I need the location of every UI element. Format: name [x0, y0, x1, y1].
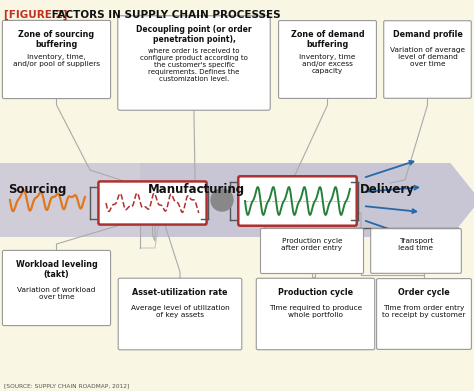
Text: Time from order entry
to receipt by customer: Time from order entry to receipt by cust… [382, 305, 466, 318]
Text: Zone of sourcing
buffering: Zone of sourcing buffering [18, 30, 94, 49]
FancyBboxPatch shape [118, 278, 242, 350]
Text: [FIGURE 2]: [FIGURE 2] [4, 10, 67, 20]
Text: FACTORS IN SUPPLY CHAIN PROCESSES: FACTORS IN SUPPLY CHAIN PROCESSES [48, 10, 281, 20]
Text: Variation of average
level of demand
over time: Variation of average level of demand ove… [390, 47, 465, 67]
FancyBboxPatch shape [238, 176, 357, 226]
Text: Asset-utilization rate: Asset-utilization rate [132, 288, 228, 297]
Text: [SOURCE: SUPPLY CHAIN ROADMAP, 2012]: [SOURCE: SUPPLY CHAIN ROADMAP, 2012] [4, 383, 129, 388]
Text: Demand profile: Demand profile [392, 30, 463, 39]
Polygon shape [140, 163, 330, 237]
Text: Variation of workload
over time: Variation of workload over time [18, 287, 96, 300]
FancyBboxPatch shape [118, 16, 270, 110]
Text: Transport
lead time: Transport lead time [399, 238, 434, 251]
Polygon shape [0, 163, 185, 237]
Text: Workload leveling
(takt): Workload leveling (takt) [16, 260, 97, 280]
Text: Production cycle
after order entry: Production cycle after order entry [282, 238, 343, 251]
Text: Manufacturing: Manufacturing [148, 183, 245, 196]
FancyBboxPatch shape [99, 181, 207, 224]
FancyBboxPatch shape [2, 20, 110, 99]
FancyBboxPatch shape [377, 279, 471, 350]
FancyBboxPatch shape [2, 250, 110, 326]
Circle shape [211, 189, 233, 211]
Polygon shape [300, 163, 474, 237]
Text: Inventory, time,
and/or pool of suppliers: Inventory, time, and/or pool of supplier… [13, 54, 100, 67]
FancyBboxPatch shape [371, 229, 461, 273]
FancyBboxPatch shape [256, 278, 375, 350]
Text: Production cycle: Production cycle [278, 288, 353, 297]
Text: Time required to produce
whole portfolio: Time required to produce whole portfolio [269, 305, 362, 318]
Text: Decoupling point (or order
penetration point),: Decoupling point (or order penetration p… [136, 25, 252, 45]
FancyBboxPatch shape [261, 228, 364, 273]
Text: Sourcing: Sourcing [8, 183, 66, 196]
Text: where order is received to
configure product according to
the customer's specifi: where order is received to configure pro… [140, 48, 248, 82]
FancyBboxPatch shape [279, 21, 376, 99]
Text: Average level of utilization
of key assets: Average level of utilization of key asse… [131, 305, 229, 318]
Text: Order cycle: Order cycle [398, 288, 450, 297]
Text: Inventory, time
and/or excess
capacity: Inventory, time and/or excess capacity [299, 54, 356, 74]
Text: Zone of demand
buffering: Zone of demand buffering [291, 30, 365, 49]
Text: Delivery: Delivery [360, 183, 415, 196]
FancyBboxPatch shape [384, 21, 471, 98]
